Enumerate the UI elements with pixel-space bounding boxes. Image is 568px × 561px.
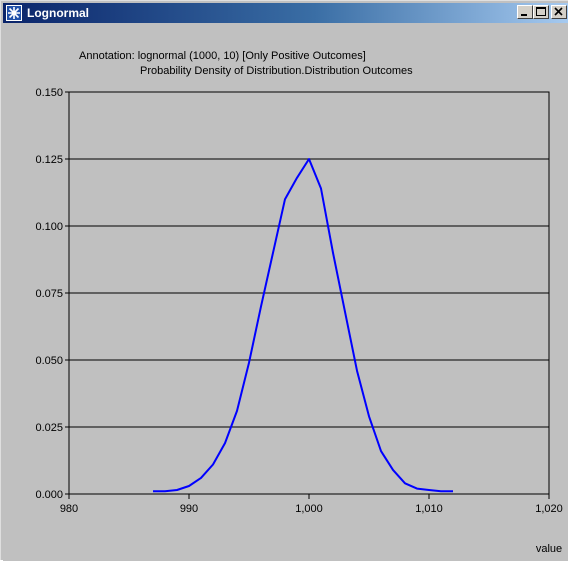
- chart-subtitle: Probability Density of Distribution.Dist…: [140, 65, 413, 77]
- density-line: [153, 158, 453, 493]
- minimize-button[interactable]: [517, 5, 533, 19]
- x-tick-label: 1,020: [535, 503, 563, 515]
- x-tick-label: 990: [180, 503, 198, 515]
- star-app-icon[interactable]: [6, 5, 22, 21]
- y-tick-label: 0.100: [35, 221, 63, 233]
- y-tick-label: 0.000: [35, 489, 63, 501]
- y-tick-label: 0.025: [35, 422, 63, 434]
- x-tick-label: 980: [60, 503, 78, 515]
- x-tick-label: 1,000: [295, 503, 323, 515]
- y-tick-label: 0.125: [35, 154, 63, 166]
- y-tick-label: 0.150: [35, 87, 63, 99]
- close-button[interactable]: [551, 5, 567, 19]
- chart-header: Annotation: lognormal (1000, 10) [Only P…: [79, 49, 549, 79]
- maximize-button[interactable]: [533, 5, 549, 19]
- x-axis-label: value: [536, 543, 562, 555]
- annotation-text: Annotation: lognormal (1000, 10) [Only P…: [79, 50, 366, 62]
- y-tick-label: 0.050: [35, 355, 63, 367]
- window-title: Lognormal: [27, 6, 89, 20]
- x-tick-label: 1,010: [415, 503, 443, 515]
- y-tick-label: 0.075: [35, 288, 63, 300]
- title-bar[interactable]: Lognormal: [3, 3, 568, 23]
